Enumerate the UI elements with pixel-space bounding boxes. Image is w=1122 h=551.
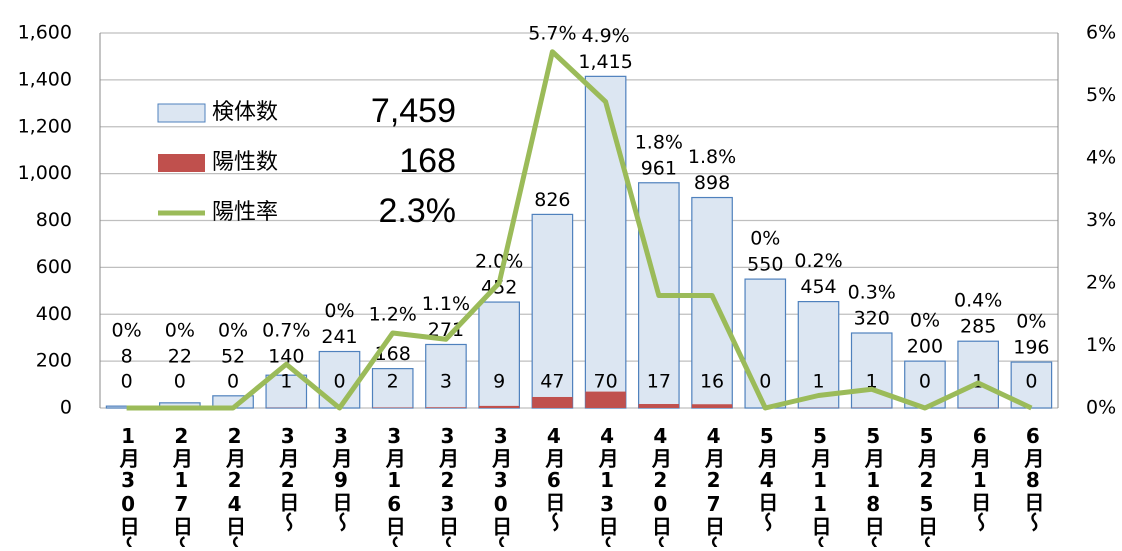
data-label: 241: [321, 326, 357, 348]
x-tick-label: 5月11日～: [808, 424, 832, 547]
data-label: 0%: [218, 320, 248, 342]
y2-tick-label: 2%: [1086, 272, 1116, 294]
data-label: 70: [594, 371, 618, 393]
data-label: 285: [960, 316, 996, 338]
legend-total: 7,459: [371, 92, 456, 130]
data-label: 961: [641, 157, 677, 179]
data-label: 3: [440, 371, 452, 393]
data-label: 0%: [750, 228, 780, 250]
data-label: 22: [168, 346, 192, 368]
legend-swatch: [158, 154, 205, 172]
x-tick-label: 3月9日～: [329, 424, 353, 532]
data-label: 9: [493, 371, 505, 393]
data-label: 454: [800, 276, 836, 298]
x-tick-label: 4月20日～: [648, 424, 672, 547]
bar-positive: [639, 404, 679, 408]
data-label: 200: [907, 336, 943, 358]
y-tick-label: 200: [36, 350, 72, 372]
x-tick-label: 5月25日～: [914, 424, 938, 547]
data-label: 1,415: [578, 51, 632, 73]
bar: [585, 76, 625, 408]
x-tick-label: 2月17日～: [169, 424, 193, 547]
bar-positive: [585, 392, 625, 408]
bar-positive: [426, 407, 466, 408]
y2-tick-label: 0%: [1086, 397, 1116, 419]
data-label: 0%: [324, 300, 354, 322]
data-label: 47: [540, 371, 564, 393]
y2-tick-label: 1%: [1086, 334, 1116, 356]
data-label: 1.8%: [635, 131, 683, 153]
legend-total: 168: [399, 142, 456, 180]
data-label: 0: [174, 371, 186, 393]
data-label: 0%: [165, 320, 195, 342]
data-label: 1: [812, 371, 824, 393]
data-label: 2.0%: [475, 251, 523, 273]
y-tick-label: 400: [36, 303, 72, 325]
legend-total: 2.3%: [379, 192, 457, 230]
data-label: 4.9%: [581, 25, 629, 47]
x-tick-label: 3月23日～: [435, 424, 459, 547]
data-label: 16: [700, 371, 724, 393]
bar-positive: [532, 397, 572, 408]
data-label: 1: [280, 371, 292, 393]
x-tick-label: 4月13日～: [595, 424, 619, 547]
data-label: 0: [227, 371, 239, 393]
data-label: 550: [747, 254, 783, 276]
y-tick-label: 1,400: [18, 68, 72, 90]
data-label: 0: [759, 371, 771, 393]
data-label: 1.2%: [369, 304, 417, 326]
data-label: 2: [387, 371, 399, 393]
x-tick-label: 3月2日～: [276, 424, 300, 532]
data-label: 0.3%: [848, 282, 896, 304]
y2-tick-label: 3%: [1086, 209, 1116, 231]
data-label: 0%: [1016, 311, 1046, 333]
bar-positive: [692, 404, 732, 408]
data-label: 0%: [910, 310, 940, 332]
legend-label: 検体数: [212, 100, 278, 125]
data-label: 17: [647, 371, 671, 393]
y-tick-label: 0: [60, 397, 72, 419]
x-tick-label: 6月8日～: [1021, 424, 1045, 532]
x-tick-label: 4月27日～: [702, 424, 726, 547]
data-label: 196: [1013, 337, 1049, 359]
data-label: 0: [1025, 371, 1037, 393]
data-label: 320: [854, 308, 890, 330]
y-tick-label: 800: [36, 209, 72, 231]
legend-swatch: [158, 104, 205, 122]
legend-label: 陽性数: [212, 150, 278, 175]
data-label: 0: [919, 371, 931, 393]
y-tick-label: 600: [36, 256, 72, 278]
x-tick-label: 5月4日～: [755, 424, 779, 532]
y2-tick-label: 5%: [1086, 84, 1116, 106]
x-tick-label: 1月30日～: [116, 424, 140, 547]
data-label: 826: [534, 189, 570, 211]
data-label: 0: [121, 371, 133, 393]
data-label: 8: [121, 346, 133, 368]
y-tick-label: 1,600: [18, 22, 72, 44]
legend-label: 陽性率: [212, 200, 278, 225]
x-tick-label: 2月24日～: [223, 424, 247, 547]
x-tick-label: 3月16日～: [382, 424, 406, 547]
data-label: 0.7%: [262, 320, 310, 342]
data-label: 1.1%: [422, 293, 470, 315]
x-tick-label: 3月30日～: [489, 424, 513, 547]
data-label: 0.4%: [954, 290, 1002, 312]
x-tick-label: 4月6日～: [542, 424, 566, 532]
data-label: 0%: [112, 320, 142, 342]
data-label: 0.2%: [794, 250, 842, 272]
data-label: 898: [694, 172, 730, 194]
data-label: 52: [221, 346, 245, 368]
y-tick-label: 1,200: [18, 115, 72, 137]
y-tick-label: 1,000: [18, 162, 72, 184]
data-label: 1.8%: [688, 146, 736, 168]
data-label: 0: [333, 371, 345, 393]
y2-tick-label: 6%: [1086, 22, 1116, 44]
bar-positive: [479, 406, 519, 408]
data-label: 5.7%: [528, 22, 576, 44]
x-tick-label: 5月18日～: [861, 424, 885, 547]
x-tick-label: 6月1日～: [968, 424, 992, 532]
y2-tick-label: 4%: [1086, 147, 1116, 169]
